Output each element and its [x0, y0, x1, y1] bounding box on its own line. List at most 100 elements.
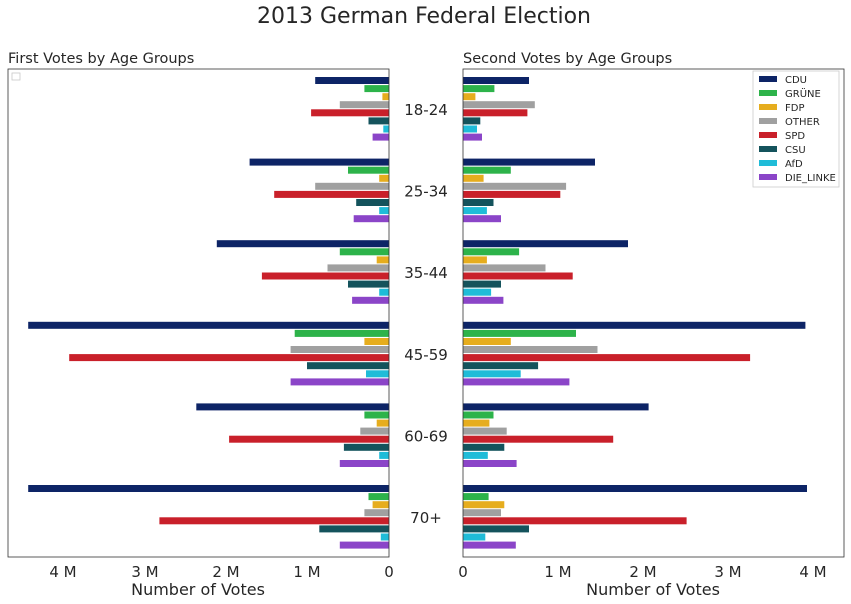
- legend-swatch-spd: [759, 132, 777, 138]
- left-bar-afd-70+: [380, 533, 389, 541]
- legend-label-grüne: GRÜNE: [785, 87, 821, 100]
- right-bar-grüne-35-44: [463, 248, 520, 256]
- left-bar-other-70+: [364, 509, 389, 517]
- right-bar-die_linke-35-44: [463, 296, 504, 304]
- right-bar-afd-45-59: [463, 370, 521, 378]
- right-bar-csu-45-59: [463, 362, 539, 370]
- left-bar-afd-35-44: [379, 288, 389, 296]
- left-bar-spd-35-44: [261, 272, 389, 280]
- left-bar-csu-25-34: [356, 199, 389, 206]
- right-bar-cdu-25-34: [463, 158, 595, 166]
- right-bar-afd-60-69: [463, 451, 488, 459]
- left-bar-csu-70+: [319, 525, 389, 533]
- right-bar-grüne-45-59: [463, 329, 576, 337]
- age-group-label-60-69: 60-69: [404, 427, 448, 445]
- left-bar-afd-18-24: [383, 125, 389, 133]
- left-bar-fdp-45-59: [364, 338, 389, 345]
- left-bar-spd-45-59: [69, 354, 389, 362]
- right-bar-cdu-18-24: [463, 77, 529, 84]
- right-bar-cdu-35-44: [463, 240, 628, 248]
- age-group-label-18-24: 18-24: [404, 101, 448, 119]
- left-x-ticks: 4 M 3 M 2 M 1 M 0: [49, 563, 393, 581]
- legend-label-cdu: CDU: [785, 75, 807, 86]
- right-bar-cdu-60-69: [463, 403, 649, 411]
- right-bar-other-35-44: [463, 264, 546, 272]
- age-group-label-70+: 70+: [410, 509, 442, 527]
- figure-title: 2013 German Federal Election: [257, 4, 591, 29]
- left-x-tick-label: 3 M: [131, 563, 158, 581]
- left-bar-die_linke-35-44: [352, 296, 389, 304]
- legend-swatch-csu: [759, 146, 777, 152]
- right-bar-afd-35-44: [463, 288, 492, 296]
- left-bar-afd-45-59: [366, 370, 389, 378]
- right-bar-spd-60-69: [463, 435, 614, 443]
- right-bar-spd-35-44: [463, 272, 573, 280]
- right-bar-grüne-18-24: [463, 85, 495, 93]
- left-bar-spd-70+: [159, 517, 389, 525]
- left-bar-cdu-18-24: [315, 77, 389, 84]
- right-bar-csu-60-69: [463, 443, 505, 451]
- age-labels: 18-24 25-34 35-44 45-59 60-69 70+: [404, 101, 448, 527]
- right-bar-die_linke-18-24: [463, 133, 482, 141]
- right-bar-spd-18-24: [463, 109, 528, 117]
- right-bar-grüne-70+: [463, 493, 489, 501]
- right-x-axis-label: Number of Votes: [586, 580, 720, 599]
- left-x-tick-label: 4 M: [49, 563, 76, 581]
- left-bar-spd-25-34: [274, 190, 389, 198]
- legend-swatch-cdu: [759, 76, 777, 82]
- legend-label-die_linke: DIE_LINKE: [785, 173, 836, 184]
- left-axes-frame: [7, 68, 390, 558]
- age-group-label-25-34: 25-34: [404, 183, 448, 201]
- left-bar-other-45-59: [290, 346, 389, 353]
- right-bar-cdu-45-59: [463, 321, 806, 329]
- left-bar-csu-18-24: [368, 117, 389, 125]
- left-bar-die_linke-45-59: [290, 378, 389, 386]
- right-axes-frame: [462, 68, 845, 558]
- left-bar-grüne-45-59: [294, 329, 389, 337]
- right-bar-fdp-60-69: [463, 419, 490, 427]
- left-bar-spd-60-69: [229, 435, 389, 443]
- left-bar-grüne-70+: [368, 493, 389, 501]
- right-bar-die_linke-45-59: [463, 378, 570, 386]
- left-bar-cdu-35-44: [216, 240, 389, 248]
- legend-swatch-other: [759, 118, 777, 124]
- right-bar-afd-18-24: [463, 125, 477, 133]
- left-bar-fdp-18-24: [382, 93, 389, 101]
- left-bar-die_linke-70+: [339, 541, 389, 549]
- left-bar-grüne-25-34: [348, 166, 389, 174]
- left-x-tick-label: 1 M: [293, 563, 320, 581]
- legend-swatch-die_linke: [759, 174, 777, 180]
- left-bar-fdp-25-34: [379, 174, 389, 182]
- right-bar-other-45-59: [463, 346, 598, 353]
- left-x-tick-label: 2 M: [212, 563, 239, 581]
- right-bar-fdp-45-59: [463, 338, 511, 345]
- empty-legend-box: [11, 72, 21, 81]
- left-bar-cdu-60-69: [196, 403, 389, 411]
- right-bar-other-60-69: [463, 427, 507, 435]
- right-bar-fdp-18-24: [463, 93, 476, 101]
- right-bar-spd-25-34: [463, 190, 561, 198]
- legend-label-csu: CSU: [785, 145, 806, 156]
- right-bar-other-18-24: [463, 101, 535, 109]
- left-bar-die_linke-18-24: [372, 133, 389, 141]
- left-x-axis-label: Number of Votes: [131, 580, 265, 599]
- right-bar-csu-70+: [463, 525, 529, 533]
- left-bar-die_linke-60-69: [339, 460, 389, 467]
- right-bar-other-70+: [463, 509, 501, 517]
- left-x-tick-label: 0: [384, 563, 394, 581]
- right-bars: [463, 77, 807, 549]
- left-bar-other-60-69: [360, 427, 389, 435]
- left-bar-fdp-60-69: [376, 419, 389, 427]
- age-group-label-35-44: 35-44: [404, 264, 448, 282]
- left-bar-fdp-35-44: [376, 256, 389, 264]
- right-bar-fdp-35-44: [463, 256, 487, 264]
- legend-label-fdp: FDP: [785, 103, 804, 114]
- left-bar-grüne-60-69: [364, 411, 389, 419]
- left-bar-csu-35-44: [348, 280, 389, 288]
- left-panel-title: First Votes by Age Groups: [8, 51, 194, 67]
- right-bar-die_linke-60-69: [463, 460, 517, 467]
- right-bar-cdu-70+: [463, 485, 807, 492]
- left-bar-afd-25-34: [379, 207, 389, 215]
- right-bar-die_linke-70+: [463, 541, 516, 549]
